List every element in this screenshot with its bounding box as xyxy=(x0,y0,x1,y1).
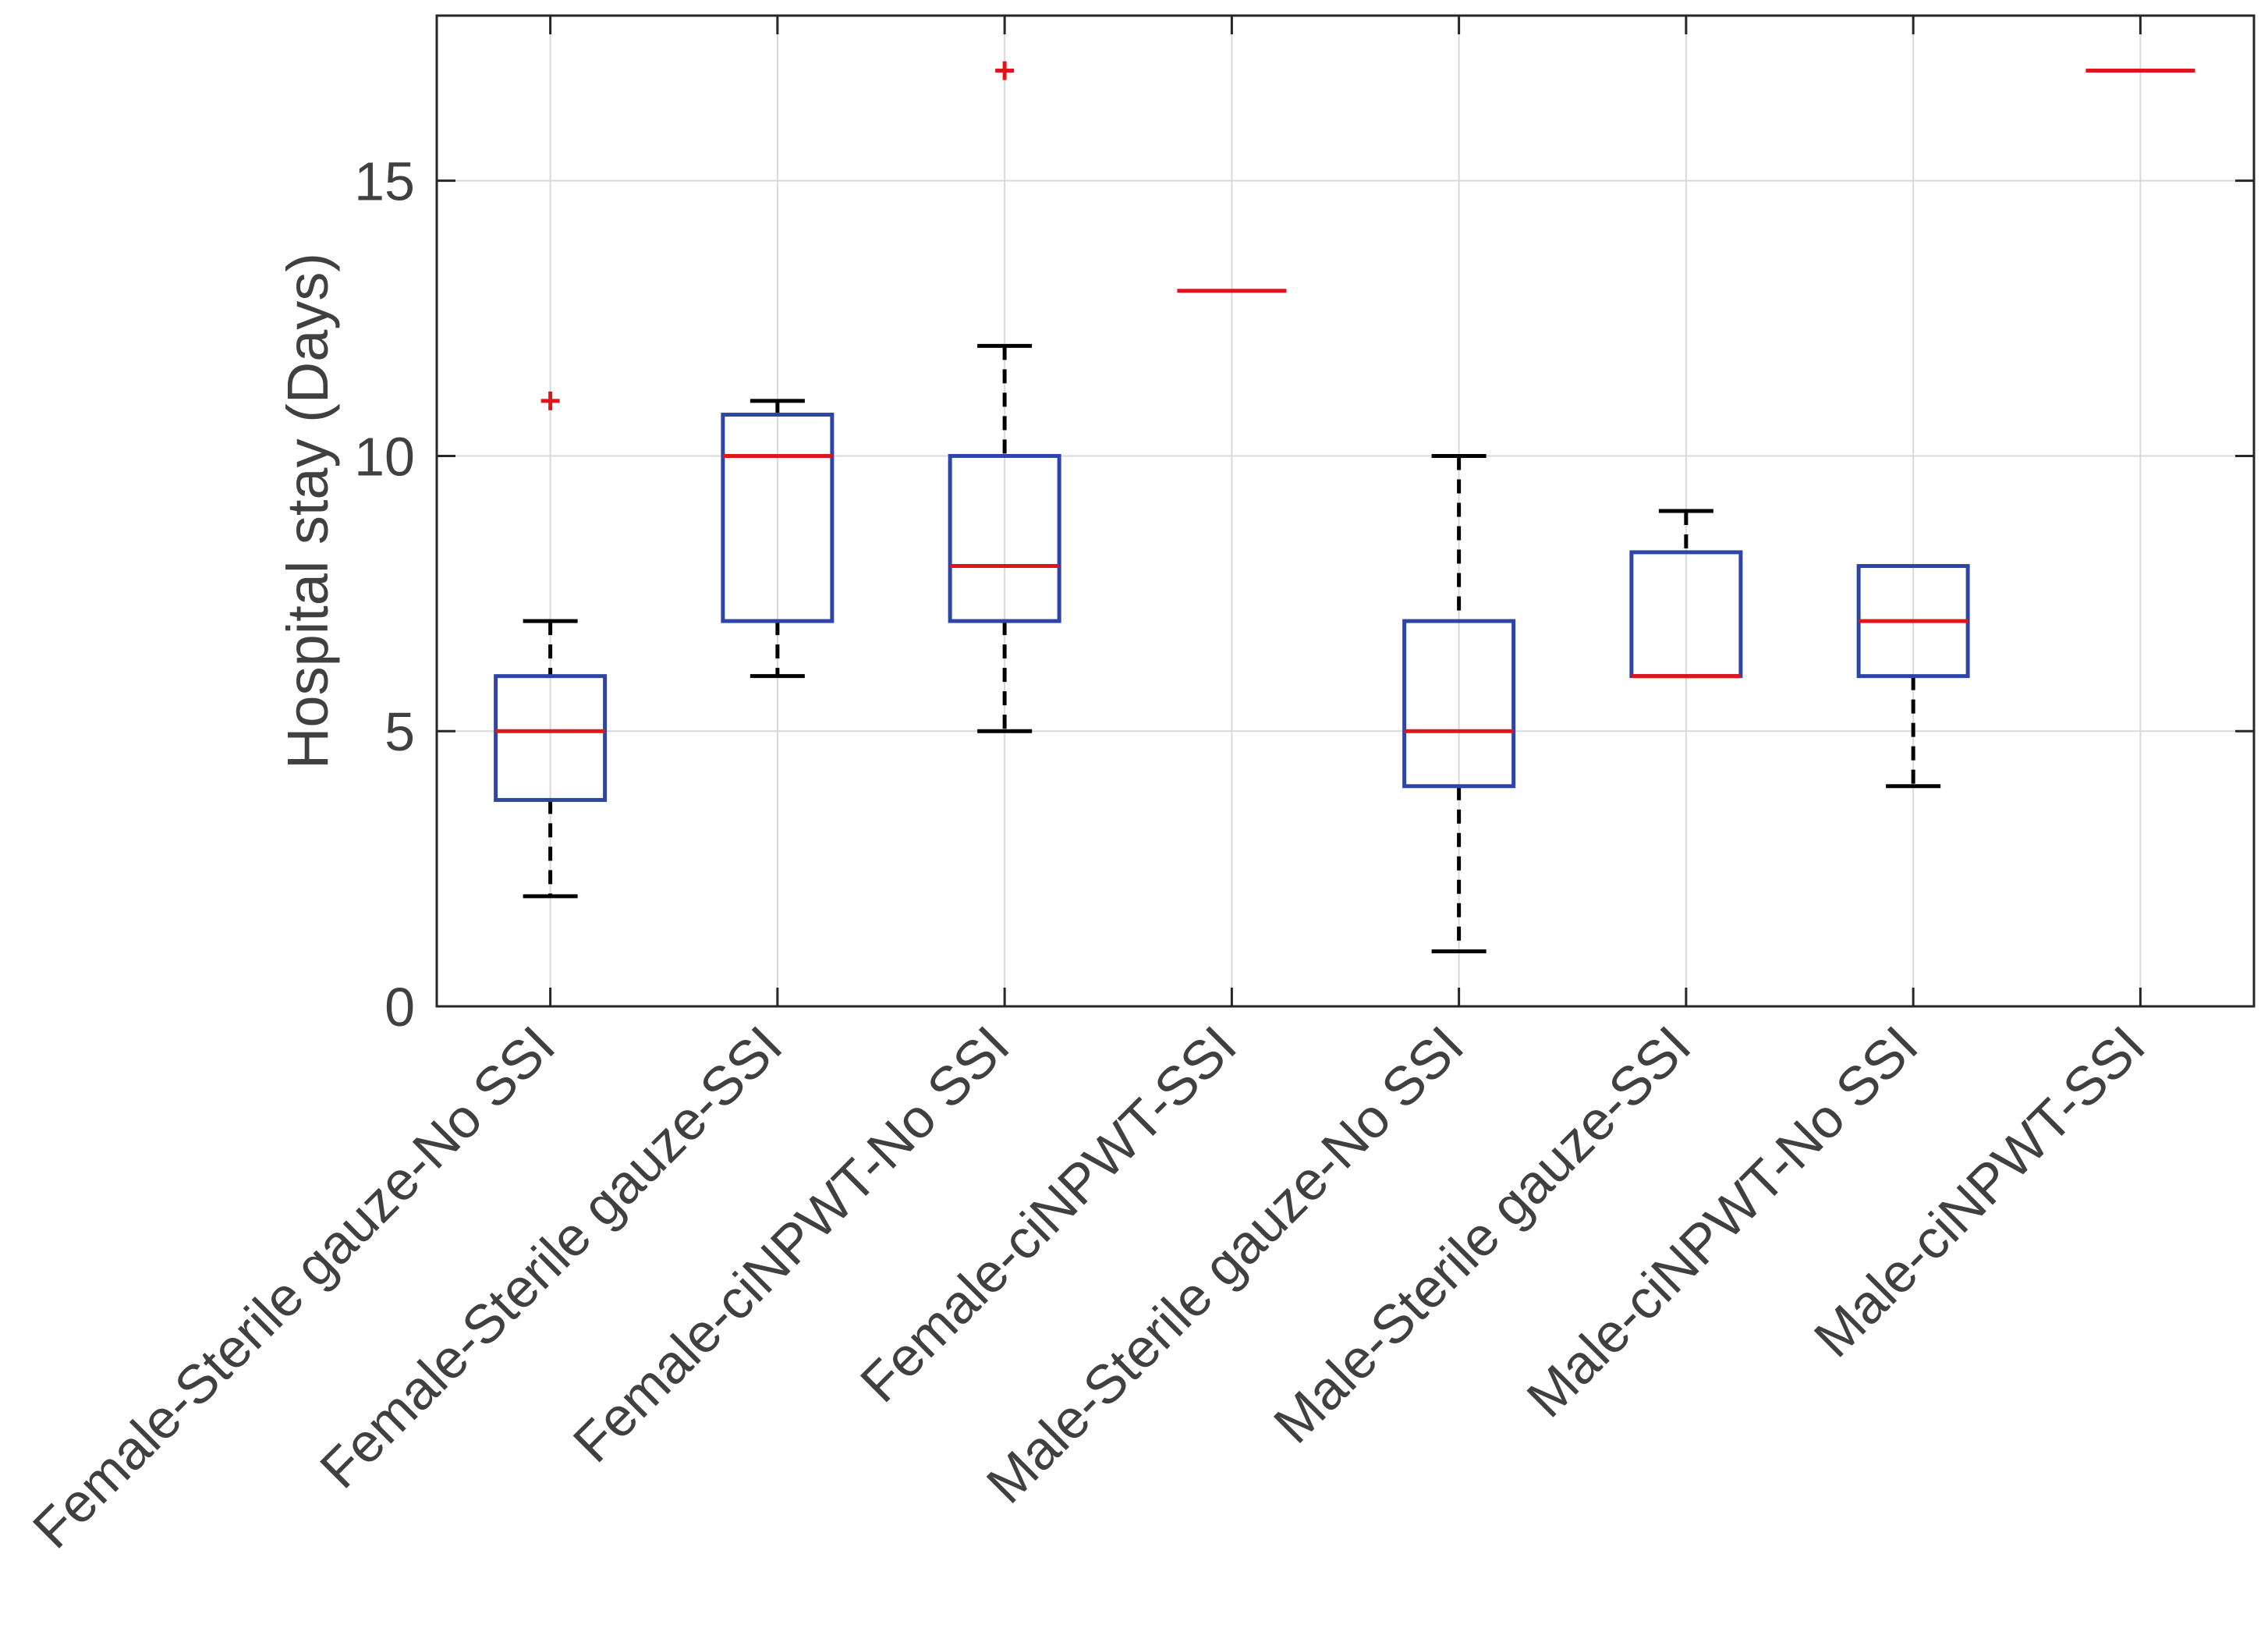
y-tick-label: 5 xyxy=(384,701,415,762)
outlier-marker xyxy=(995,61,1015,80)
grid-layer xyxy=(437,16,2254,1006)
x-tick-label: Male-Sterile gauze-SSI xyxy=(1262,1014,1702,1454)
axis-layer xyxy=(435,14,2256,1008)
iqr-box xyxy=(721,413,835,623)
x-tick-label: Female-ciNPWT-SSI xyxy=(849,1014,1248,1414)
iqr-box xyxy=(494,674,608,802)
x-tick-label: Male-Sterile gauze-No SSI xyxy=(975,1014,1475,1514)
box-group xyxy=(494,391,608,899)
y-tick-label: 10 xyxy=(354,426,415,487)
y-axis-label: Hospital stay (Days) xyxy=(275,253,340,769)
y-tick-label: 15 xyxy=(354,151,415,212)
box-group xyxy=(1402,453,1516,953)
plot-frame xyxy=(435,14,2256,1008)
box-group xyxy=(1856,564,1970,789)
box-group xyxy=(721,399,835,679)
x-tick-label: Female-ciNPWT-No SSI xyxy=(562,1014,1021,1474)
box-group xyxy=(948,61,1061,733)
y-tick-label: 0 xyxy=(384,977,415,1038)
box-group xyxy=(1629,509,1743,679)
iqr-box xyxy=(1402,619,1516,789)
box-layer xyxy=(494,61,2195,953)
outlier-marker xyxy=(540,391,560,410)
x-tick-label: Male-ciNPWT-No SSI xyxy=(1515,1014,1930,1428)
iqr-box xyxy=(948,453,1061,623)
x-tick-label: Female-Sterile gauze-SSI xyxy=(309,1014,794,1499)
label-layer: Hospital stay (Days) Female-Sterile gauz… xyxy=(21,151,2156,1560)
